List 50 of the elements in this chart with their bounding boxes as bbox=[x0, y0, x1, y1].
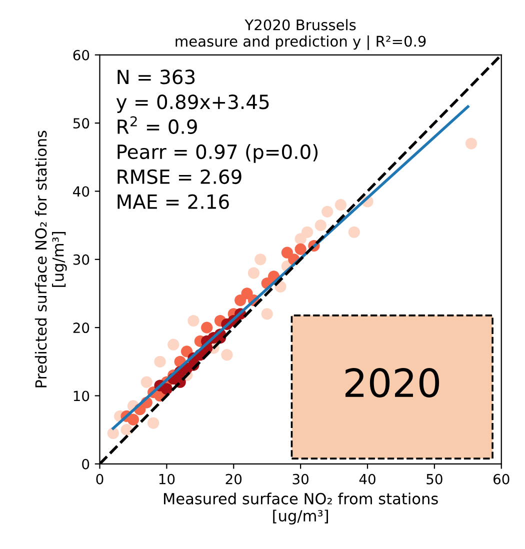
x-axis-title: Measured surface NO₂ from stations [ug/m³] bbox=[164, 492, 438, 525]
x-tick-label: 40 bbox=[359, 474, 376, 484]
point bbox=[127, 414, 140, 426]
point bbox=[120, 424, 132, 436]
point bbox=[221, 349, 233, 361]
x-tick-label: 0 bbox=[96, 474, 104, 484]
x-tick-label: 10 bbox=[159, 474, 175, 484]
x-tick-label: 50 bbox=[426, 474, 442, 484]
y-tick-label: 0 bbox=[82, 458, 90, 470]
point bbox=[140, 376, 152, 388]
chart-subtitle: measure and prediction y | R²=0.9 bbox=[176, 35, 426, 50]
point bbox=[188, 314, 200, 327]
point bbox=[160, 383, 172, 395]
point bbox=[334, 199, 347, 211]
x-tick-label: 60 bbox=[494, 474, 510, 484]
y-tick-label: 60 bbox=[73, 50, 90, 60]
point bbox=[234, 294, 246, 306]
annotation: R$^{2}$ = 0.9 bbox=[118, 116, 197, 134]
annotation: RMSE = 2.69 bbox=[118, 169, 242, 184]
point bbox=[248, 267, 260, 279]
point bbox=[281, 246, 293, 258]
point bbox=[201, 322, 213, 334]
point bbox=[154, 356, 166, 368]
point bbox=[107, 427, 119, 440]
y-tick-label: 30 bbox=[73, 254, 90, 265]
x-tick-label: 20 bbox=[226, 474, 242, 484]
annotation: N = 363 bbox=[118, 70, 195, 84]
y-tick-label: 10 bbox=[74, 390, 90, 402]
point bbox=[465, 138, 478, 150]
point bbox=[348, 226, 360, 238]
annotation: y = 0.89x+3.45 bbox=[116, 94, 269, 113]
point bbox=[168, 338, 180, 350]
point bbox=[301, 226, 314, 238]
chart-title: Y2020 Brussels bbox=[244, 19, 356, 30]
annotation: Pearr = 0.97 (p=0.0) bbox=[118, 144, 318, 163]
point bbox=[294, 243, 306, 255]
point bbox=[261, 308, 273, 320]
point bbox=[241, 288, 253, 300]
point bbox=[322, 206, 334, 218]
x-tick-label: 30 bbox=[292, 474, 308, 484]
annotation: MAE = 2.16 bbox=[118, 194, 229, 210]
y-tick-label: 50 bbox=[73, 118, 90, 129]
y-axis-title: Predicted surface NO₂ for stations [ug/m³] bbox=[34, 130, 67, 388]
point bbox=[254, 254, 266, 266]
point bbox=[147, 417, 160, 429]
point bbox=[314, 220, 326, 232]
y-tick-label: 40 bbox=[73, 186, 90, 197]
y-tick-label: 20 bbox=[73, 322, 90, 334]
point bbox=[180, 346, 193, 358]
annotation: 2020 bbox=[345, 368, 440, 398]
